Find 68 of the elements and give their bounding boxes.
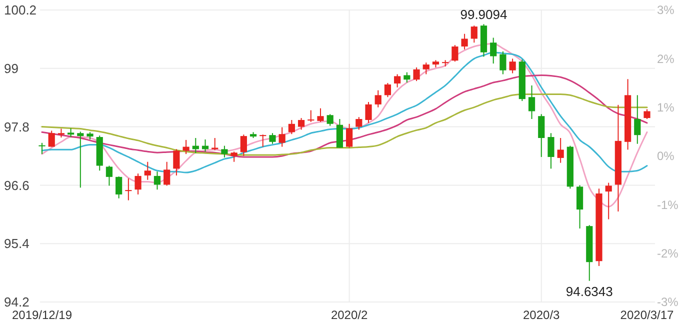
candlestick [278,126,286,148]
y-tick-label: 95.4 [4,236,30,252]
candlestick [394,74,401,88]
x-tick-label: 2019/12/19 [12,308,72,322]
candlestick [644,108,650,120]
candlestick [173,148,180,176]
y-tick-label: 97.8 [4,119,30,134]
annotation: 99.9094 [460,7,508,22]
candlestick [404,72,410,84]
y-tick-label: 96.6 [4,178,30,193]
candlestick [336,118,343,148]
candlestick [164,161,170,186]
candlestick [212,137,218,151]
candlestick [125,178,132,201]
candlestick [374,90,382,108]
candlestick [461,33,468,50]
candlestick [48,130,55,148]
annotation: 94.6343 [566,284,613,299]
candlestick [509,58,516,74]
candlestick [106,165,113,186]
y2-tick-label: -1% [657,198,679,212]
candlestick [144,161,151,180]
candlestick [77,131,84,188]
x-tick-label: 2020/2 [330,308,368,322]
x-tick-label: 2020/3/17 [620,308,674,322]
y2-tick-label: -3% [657,295,679,310]
candlestick [500,50,506,75]
candlestick [413,66,420,82]
candlestick [548,132,554,170]
candlestick [260,134,266,148]
candlestick [384,82,392,98]
candlestick [470,25,478,44]
candlestick [230,151,238,162]
y2-tick-label: 3% [657,3,675,18]
candlestick [576,184,584,230]
y-tick-label: 100.2 [4,2,37,18]
candlestick [528,84,536,120]
candlestick [269,132,276,144]
candlestick [452,44,458,62]
candlestick [134,173,142,195]
y-tick-label: 99 [4,60,18,76]
candlestick [365,101,372,124]
candlestick [326,114,334,126]
candlestick [240,134,247,156]
y2-tick-label: -2% [657,246,679,261]
y-tick-label: 94.2 [4,294,30,310]
candlestick [557,137,564,164]
candlestick [288,119,295,135]
candlestick [634,94,641,144]
candlestick [605,182,612,220]
candlestick [298,118,305,130]
candlestick [38,142,46,155]
candlestick [182,139,190,155]
candlestick [422,62,430,75]
candlestick [346,123,353,148]
y2-tick-label: 2% [657,52,675,66]
line-series [41,42,648,208]
candlestick [317,108,324,122]
candlestick [308,110,314,122]
candlestick [116,176,122,199]
candlestick [356,116,362,130]
y2-tick-label: 0% [657,149,675,164]
y2-tick-label: 1% [657,100,675,115]
candlestick [538,114,545,158]
x-tick-label: 2020/3 [523,308,560,322]
candlestick [221,145,228,158]
candlestick [154,171,161,190]
candlestick [490,37,497,64]
